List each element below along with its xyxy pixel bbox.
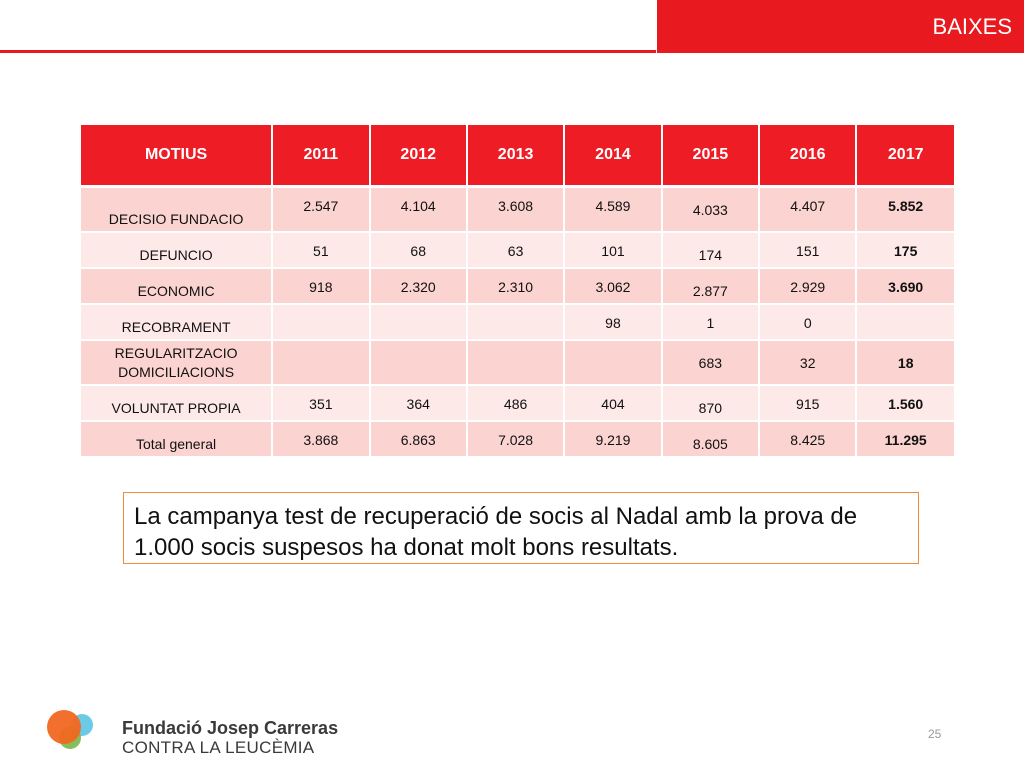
table-row: Total general 3.868 6.863 7.028 9.219 8.… [81, 422, 954, 458]
cell-2012 [370, 341, 468, 386]
cell-2012: 364 [370, 386, 468, 422]
table-row: DECISIO FUNDACIO 2.547 4.104 3.608 4.589… [81, 188, 954, 233]
cell-2011: 3.868 [273, 422, 371, 458]
cell-2017: 3.690 [857, 269, 954, 305]
cell-2013: 7.028 [467, 422, 566, 458]
header-2012: 2012 [370, 125, 468, 188]
cell-2011 [273, 341, 371, 386]
cell-2016: 2.929 [760, 269, 858, 305]
header-2015: 2015 [662, 125, 761, 188]
table-row: ECONOMIC 918 2.320 2.310 3.062 2.877 2.9… [81, 269, 954, 305]
cell-2013 [467, 341, 566, 386]
cell-2013: 486 [467, 386, 566, 422]
cell-2017: 1.560 [857, 386, 954, 422]
cell-2015: 4.033 [662, 188, 761, 233]
row-label: VOLUNTAT PROPIA [81, 386, 274, 422]
cell-2016: 4.407 [760, 188, 858, 233]
cell-2014: 9.219 [565, 422, 663, 458]
note-text: La campanya test de recuperació de socis… [134, 503, 858, 561]
table-row: REGULARITZACIO DOMICILIACIONS 683 32 18 [81, 341, 954, 386]
title-banner: BAIXES [657, 0, 1024, 53]
cell-2012: 6.863 [370, 422, 468, 458]
cell-2012: 68 [370, 233, 468, 269]
cell-2013: 3.608 [467, 188, 566, 233]
cell-2015: 683 [662, 341, 761, 386]
table-row: VOLUNTAT PROPIA 351 364 486 404 870 915 … [81, 386, 954, 422]
cell-2011 [273, 305, 371, 341]
header-2013: 2013 [467, 125, 566, 188]
slide-title: BAIXES [932, 14, 1012, 39]
brand-name: Fundació Josep Carreras [122, 718, 339, 738]
cell-2017 [857, 305, 954, 341]
page-number: 25 [928, 727, 942, 741]
row-label: REGULARITZACIO DOMICILIACIONS [81, 341, 274, 386]
cell-2011: 351 [273, 386, 371, 422]
cell-2016: 915 [760, 386, 858, 422]
cell-2014: 101 [565, 233, 663, 269]
cell-2012: 4.104 [370, 188, 468, 233]
cell-2013: 2.310 [467, 269, 566, 305]
cell-2017: 11.295 [857, 422, 954, 458]
table-header-row: MOTIUS 2011 2012 2013 2014 2015 2016 201… [81, 125, 954, 188]
header-2016: 2016 [760, 125, 858, 188]
cell-2015: 1 [662, 305, 761, 341]
cell-2013: 63 [467, 233, 566, 269]
header-2017: 2017 [857, 125, 954, 188]
cell-2011: 918 [273, 269, 371, 305]
cell-2011: 2.547 [273, 188, 371, 233]
baixes-table: MOTIUS 2011 2012 2013 2014 2015 2016 201… [81, 125, 954, 458]
row-label: RECOBRAMENT [81, 305, 274, 341]
cell-2014: 4.589 [565, 188, 663, 233]
cell-2014: 404 [565, 386, 663, 422]
header-motius: MOTIUS [81, 125, 274, 188]
cell-2015: 8.605 [662, 422, 761, 458]
table-row: RECOBRAMENT 98 1 0 [81, 305, 954, 341]
header-2014: 2014 [565, 125, 663, 188]
cell-2017: 5.852 [857, 188, 954, 233]
header-rule [0, 50, 656, 53]
header-2011: 2011 [273, 125, 371, 188]
row-label: DEFUNCIO [81, 233, 274, 269]
cell-2015: 2.877 [662, 269, 761, 305]
row-label: ECONOMIC [81, 269, 274, 305]
cell-2015: 174 [662, 233, 761, 269]
cell-2017: 175 [857, 233, 954, 269]
cell-2016: 151 [760, 233, 858, 269]
cell-2017: 18 [857, 341, 954, 386]
cell-2016: 8.425 [760, 422, 858, 458]
fundacio-logo-icon [47, 710, 93, 749]
cell-2011: 51 [273, 233, 371, 269]
cell-2015: 870 [662, 386, 761, 422]
row-label: DECISIO FUNDACIO [81, 188, 274, 233]
brand-tagline: CONTRA LA LEUCÈMIA [122, 738, 315, 757]
note-box: La campanya test de recuperació de socis… [123, 492, 919, 564]
cell-2012 [370, 305, 468, 341]
cell-2014: 3.062 [565, 269, 663, 305]
cell-2013 [467, 305, 566, 341]
cell-2016: 0 [760, 305, 858, 341]
row-label: Total general [81, 422, 274, 458]
cell-2012: 2.320 [370, 269, 468, 305]
cell-2014 [565, 341, 663, 386]
cell-2014: 98 [565, 305, 663, 341]
cell-2016: 32 [760, 341, 858, 386]
table-row: DEFUNCIO 51 68 63 101 174 151 175 [81, 233, 954, 269]
